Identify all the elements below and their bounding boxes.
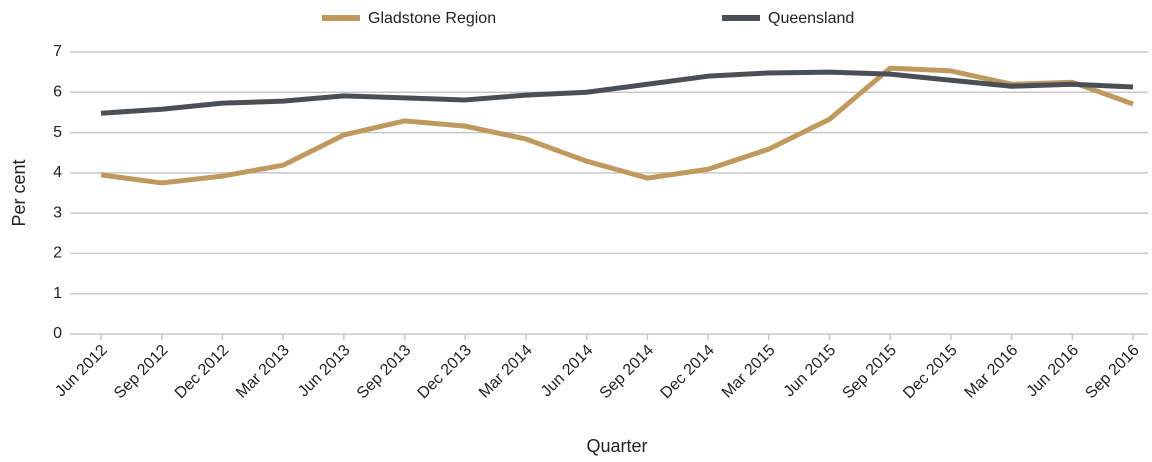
series-line (100, 65, 1134, 186)
x-tick-label: Dec 2012 (172, 342, 233, 403)
y-tick-label: 5 (53, 124, 62, 141)
y-tick-label: 6 (53, 84, 62, 101)
series-line (100, 69, 1134, 116)
y-axis-title: Per cent (9, 159, 29, 226)
x-tick-label: Jun 2013 (295, 342, 354, 401)
x-tick-label: Sep 2013 (354, 342, 415, 403)
x-tick-label: Sep 2014 (597, 342, 658, 403)
y-tick-label: 7 (53, 43, 62, 60)
x-tick-label: Jun 2014 (538, 342, 597, 401)
legend-label: Queensland (768, 10, 854, 27)
y-tick-label: 1 (53, 285, 62, 302)
x-tick-label: Sep 2012 (111, 342, 172, 403)
x-tick-label: Jun 2012 (52, 342, 111, 401)
x-tick-label: Sep 2015 (840, 342, 901, 403)
y-tick-label: 2 (53, 245, 62, 262)
y-tick-label: 0 (53, 325, 62, 342)
x-tick-label: Mar 2013 (233, 342, 293, 402)
x-tick-label: Dec 2013 (415, 342, 476, 403)
y-tick-label: 3 (53, 204, 62, 221)
x-tick-label: Mar 2016 (962, 342, 1022, 402)
legend-label: Gladstone Region (368, 10, 496, 27)
x-tick-label: Mar 2015 (719, 342, 779, 402)
x-tick-label: Mar 2014 (476, 342, 536, 402)
x-tick-label: Dec 2014 (657, 342, 718, 403)
x-tick-label: Sep 2016 (1082, 342, 1143, 403)
x-tick-label: Jun 2015 (781, 342, 840, 401)
y-tick-label: 4 (53, 164, 62, 181)
x-tick-label: Dec 2015 (900, 342, 961, 403)
x-axis-title: Quarter (586, 436, 647, 456)
x-tick-label: Jun 2016 (1024, 342, 1083, 401)
